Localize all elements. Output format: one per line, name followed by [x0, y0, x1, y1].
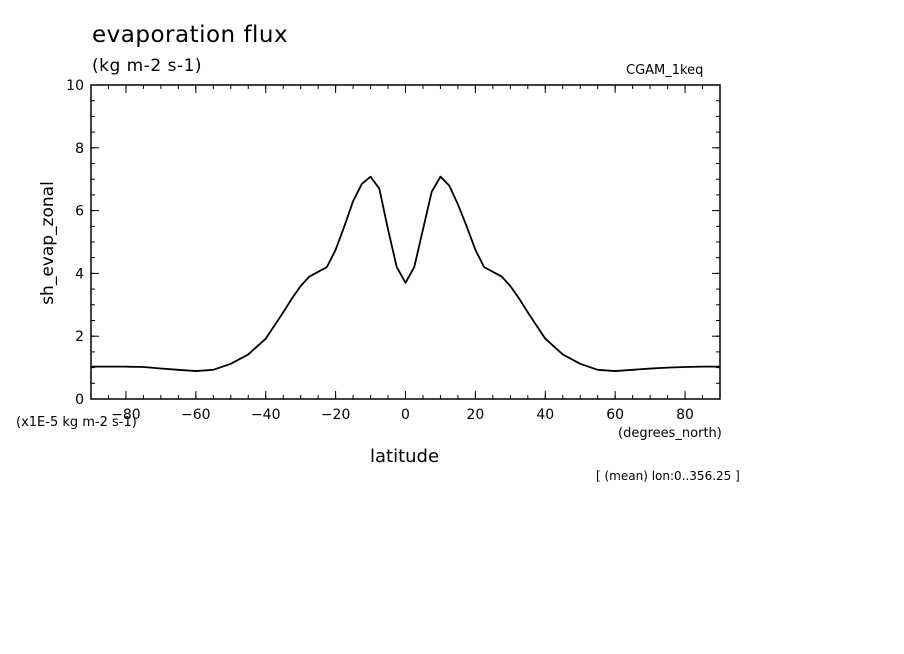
data-point: [405, 282, 407, 284]
axis-tick-labels: −80 −60 −40 −20 0 20 40 60 80 0 2 4 6 8 10: [66, 78, 694, 423]
dataset-label: CGAM_1keq: [626, 63, 704, 78]
data-point: [282, 311, 284, 313]
x-tick-label: 80: [676, 407, 694, 423]
data-point: [431, 191, 433, 193]
data-point: [160, 368, 162, 370]
x-tick-label: −80: [111, 407, 141, 423]
data-point: [308, 276, 310, 278]
x-axis-units-label: (degrees_north): [618, 426, 722, 441]
series-points: [90, 176, 721, 372]
chart-title: evaporation flux: [92, 22, 289, 48]
x-tick-label: −60: [181, 407, 211, 423]
data-point: [474, 249, 476, 251]
data-point: [614, 370, 616, 372]
data-point: [509, 285, 511, 287]
x-tick-label: 60: [606, 407, 624, 423]
data-point: [579, 363, 581, 365]
x-tick-label: −40: [251, 407, 281, 423]
data-point: [632, 369, 634, 371]
data-point: [527, 311, 529, 313]
data-point: [396, 266, 398, 268]
data-point: [667, 367, 669, 369]
data-point: [177, 369, 179, 371]
data-point: [247, 353, 249, 355]
data-point: [212, 369, 214, 371]
data-point: [195, 370, 197, 372]
y-tick-label: 10: [66, 78, 84, 94]
y-tick-label: 0: [75, 392, 84, 408]
data-point: [413, 266, 415, 268]
data-point: [719, 366, 721, 368]
data-point: [562, 353, 564, 355]
y-axis-units-label: (x1E-5 kg m-2 s-1): [16, 415, 137, 430]
data-point: [597, 369, 599, 371]
data-point: [230, 363, 232, 365]
data-point: [378, 188, 380, 190]
y-tick-label: 4: [75, 266, 84, 282]
x-tick-label: 40: [536, 407, 554, 423]
data-point: [370, 176, 372, 178]
data-point: [361, 183, 363, 185]
data-point: [483, 266, 485, 268]
data-point: [649, 368, 651, 370]
data-point: [492, 271, 494, 273]
data-point: [107, 366, 109, 368]
plot-frame: [90, 84, 721, 400]
data-point: [352, 200, 354, 202]
data-point: [439, 176, 441, 178]
data-point: [466, 225, 468, 227]
x-tick-label: 0: [401, 407, 410, 423]
data-point: [702, 366, 704, 368]
x-tick-label: −20: [321, 407, 351, 423]
data-point: [387, 228, 389, 230]
data-point: [326, 266, 328, 268]
data-point: [317, 271, 319, 273]
y-tick-label: 8: [75, 141, 84, 157]
data-point: [457, 203, 459, 205]
data-point: [335, 249, 337, 251]
data-point: [448, 184, 450, 186]
x-tick-label: 20: [466, 407, 484, 423]
data-point: [422, 228, 424, 230]
data-point: [518, 298, 520, 300]
chart-units-subtitle: (kg m-2 s-1): [92, 56, 203, 76]
data-point: [291, 298, 293, 300]
averaging-footnote: [ (mean) lon:0..356.25 ]: [596, 469, 740, 483]
data-point: [544, 338, 546, 340]
y-tick-label: 2: [75, 329, 84, 345]
data-point: [684, 366, 686, 368]
data-point: [125, 366, 127, 368]
y-tick-label: 6: [75, 204, 84, 220]
data-point: [501, 276, 503, 278]
axis-ticks: [90, 84, 721, 400]
series-line: [91, 175, 720, 372]
data-point: [142, 366, 144, 368]
data-point: [265, 338, 267, 340]
data-point: [300, 285, 302, 287]
data-point: [90, 366, 92, 368]
x-axis-label: latitude: [370, 446, 440, 467]
data-point: [343, 225, 345, 227]
